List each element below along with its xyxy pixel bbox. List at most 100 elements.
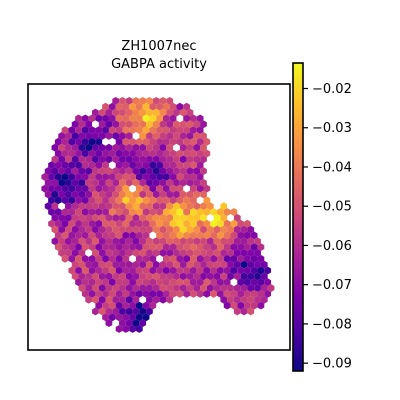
- hexbin-cell: [152, 202, 160, 211]
- hexbin-cell: [71, 272, 79, 281]
- hexbin-cell: [193, 178, 201, 187]
- hexbin-cell: [189, 254, 197, 263]
- hexbin-cell: [61, 196, 69, 205]
- hexbin-cell: [233, 225, 241, 234]
- hexbin-cell: [88, 290, 96, 298]
- hexbin-cell: [98, 178, 106, 187]
- hexbin-cell: [196, 184, 204, 193]
- hexbin-cell: [102, 196, 109, 205]
- hexbin-cell: [166, 120, 174, 129]
- hexbin-cell: [75, 266, 82, 275]
- hexbin-cell: [115, 290, 123, 298]
- hexbin-cell: [135, 254, 143, 263]
- hexbin-cell: [152, 213, 160, 222]
- hexbin-cell: [65, 155, 72, 164]
- hexbin-cell: [119, 260, 126, 269]
- hexbin-cell: [65, 213, 72, 222]
- hexbin-cell: [135, 266, 143, 275]
- hexbin-cell: [119, 307, 126, 316]
- hexbin-cell: [169, 114, 177, 123]
- hexbin-cell: [119, 132, 126, 140]
- hexbin-cell: [166, 260, 174, 269]
- hexbin-cell: [183, 243, 190, 251]
- hexbin-cell: [125, 260, 133, 269]
- hexbin-cell: [169, 102, 177, 111]
- hexbin-cell: [129, 102, 136, 111]
- hexbin-cell: [92, 167, 99, 175]
- chart-title-line-1: ZH1007nec: [121, 39, 196, 54]
- hexbin-cell: [139, 96, 147, 105]
- hexbin-cell: [220, 213, 228, 222]
- hexbin-cell: [81, 126, 89, 134]
- hexbin-cell: [139, 178, 147, 187]
- hexbin-cell: [108, 254, 116, 263]
- hexbin-cell: [186, 213, 194, 222]
- hexbin-cell: [129, 231, 136, 240]
- hexbin-cell: [240, 307, 248, 316]
- hexbin-cell: [58, 213, 66, 222]
- hexbin-cell: [237, 301, 245, 310]
- hexbin-cell: [65, 225, 72, 234]
- hexbin-cell: [51, 213, 59, 222]
- hexbin-cell: [119, 249, 126, 257]
- hexbin-cell: [247, 249, 255, 257]
- hexbin-cell: [88, 126, 96, 134]
- hexbin-cell: [200, 272, 207, 281]
- hexbin-cell: [78, 155, 86, 164]
- hexbin-cell: [193, 225, 201, 234]
- plot-frame: [27, 83, 291, 351]
- hexbin-cell: [186, 120, 194, 129]
- hexbin-cell: [196, 114, 204, 123]
- hexbin-cell: [81, 149, 89, 158]
- hexbin-cell: [81, 231, 89, 240]
- hexbin-cell: [196, 208, 204, 216]
- hexbin-cell: [146, 202, 153, 211]
- hexbin-cell: [193, 132, 201, 140]
- hexbin-cell: [250, 231, 258, 240]
- hexbin-cell: [203, 196, 211, 205]
- hexbin-cell: [115, 137, 123, 146]
- hexbin-cell: [85, 155, 93, 164]
- hexbin-cell: [233, 260, 241, 269]
- hexbin-cell: [92, 260, 99, 269]
- hexbin-cell: [85, 295, 93, 304]
- hexbin-cell: [75, 126, 82, 134]
- hexbin-cell: [112, 225, 120, 234]
- hexbin-cell: [135, 149, 143, 158]
- hexbin-cell: [119, 167, 126, 175]
- hexbin-cell: [156, 290, 163, 298]
- hexbin-cell: [257, 266, 265, 275]
- hexbin-cell: [105, 319, 113, 328]
- hexbin-cell: [152, 260, 160, 269]
- hexbin-cell: [203, 278, 211, 287]
- hexbin-cell: [149, 126, 157, 134]
- hexbin-cell: [189, 243, 197, 251]
- hexbin-cell: [98, 272, 106, 281]
- hexbin-cell: [88, 208, 96, 216]
- hexbin-cell: [119, 225, 126, 234]
- hexbin-cell: [173, 132, 180, 140]
- hexbin-cell: [200, 167, 207, 175]
- hexbin-cell: [223, 243, 231, 251]
- hexbin-cell: [264, 266, 272, 275]
- hexbin-cell: [78, 225, 86, 234]
- hexbin-cell: [112, 155, 120, 164]
- hexbin-cell: [129, 278, 136, 287]
- hexbin-cell: [254, 237, 261, 246]
- hexbin-cell: [244, 301, 251, 310]
- hexbin-cell: [223, 266, 231, 275]
- hexbin-cell: [176, 196, 184, 205]
- hexbin-cell: [193, 120, 201, 129]
- hexbin-cell: [196, 161, 204, 170]
- hexbin-cell: [179, 108, 187, 117]
- hexbin-cell: [125, 319, 133, 328]
- hexbin-cell: [176, 102, 184, 111]
- hexbin-cell: [115, 149, 123, 158]
- hexbin-cell: [213, 284, 221, 292]
- hexbin-cell: [203, 231, 211, 240]
- hexbin-cell: [132, 249, 140, 257]
- hexbin-cell: [54, 196, 62, 205]
- hexbin-cell: [152, 237, 160, 246]
- hexbin-cell: [108, 102, 116, 111]
- hexbin-cell: [183, 161, 190, 170]
